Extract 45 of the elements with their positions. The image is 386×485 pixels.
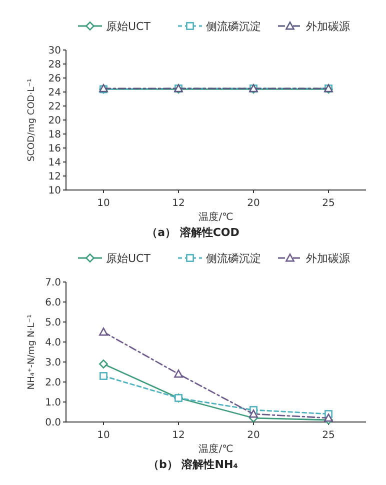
y-tick-label: 18 (48, 130, 61, 140)
y-tick-label: 20 (48, 116, 61, 126)
x-axis-title: 温度/℃ (198, 443, 234, 455)
legend-label: 原始UCT (106, 252, 151, 265)
legend-label: 侧流磷沉淀 (206, 252, 261, 265)
x-tick-label: 20 (247, 198, 260, 209)
point (100, 372, 108, 380)
y-tick-label: 30 (48, 46, 61, 56)
y-tick-label: 5.0 (45, 318, 61, 328)
y-tick-label: 1.0 (45, 398, 61, 408)
x-tick-label: 20 (247, 430, 260, 441)
legend-label: 侧流磷沉淀 (206, 20, 261, 33)
y-tick-label: 3.0 (45, 358, 61, 368)
point (99, 328, 108, 336)
y-tick-label: 24 (48, 88, 61, 98)
point (249, 410, 258, 418)
x-tick-label: 12 (172, 430, 185, 441)
y-tick-label: 12 (48, 172, 61, 182)
x-tick-label: 10 (97, 198, 110, 209)
legend-label: 外加碳源 (306, 252, 350, 265)
y-axis-title: SCOD/mg COD·L⁻¹ (27, 78, 37, 162)
point (324, 414, 333, 422)
text: （b） 溶解性NH₄ (148, 458, 238, 471)
point (174, 370, 183, 378)
y-tick-label: 16 (48, 144, 61, 154)
y-tick-label: 6.0 (45, 298, 61, 308)
text: （a） 溶解性COD (146, 226, 240, 239)
x-axis-title: 温度/℃ (198, 211, 234, 223)
legend-label: 外加碳源 (306, 20, 350, 33)
y-tick-label: 2.0 (45, 378, 61, 388)
y-tick-label: 10 (48, 186, 61, 196)
y-tick-label: 28 (48, 60, 61, 70)
x-tick-label: 25 (322, 430, 335, 441)
y-tick-label: 22 (48, 102, 61, 112)
y-tick-label: 7.0 (45, 278, 61, 288)
y-tick-label: 0.0 (45, 418, 61, 428)
x-tick-label: 10 (97, 430, 110, 441)
y-tick-label: 26 (48, 74, 61, 84)
y-tick-label: 4.0 (45, 338, 61, 348)
legend-label: 原始UCT (106, 20, 151, 33)
x-tick-label: 12 (172, 198, 185, 209)
x-tick-label: 25 (322, 198, 335, 209)
y-tick-label: 14 (48, 158, 61, 168)
point (99, 360, 108, 368)
y-axis-title: NH₄⁺-N/mg N·L⁻¹ (27, 314, 37, 390)
